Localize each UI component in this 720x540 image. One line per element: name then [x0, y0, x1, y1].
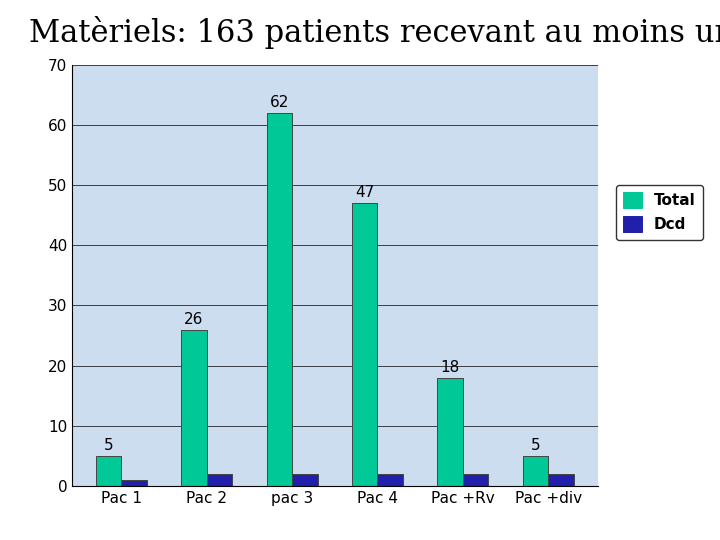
Text: 5: 5	[531, 438, 540, 453]
Text: 5: 5	[104, 438, 114, 453]
Bar	[548, 474, 574, 486]
Bar	[437, 377, 463, 486]
Bar	[523, 456, 548, 486]
Text: 18: 18	[441, 360, 459, 375]
Bar	[266, 113, 292, 486]
Bar	[377, 474, 403, 486]
Legend: Total, Dcd: Total, Dcd	[616, 185, 703, 240]
Bar	[122, 480, 147, 486]
Text: 62: 62	[270, 95, 289, 110]
Text: 26: 26	[184, 312, 204, 327]
Text: 47: 47	[355, 185, 374, 200]
Bar	[181, 329, 207, 486]
Bar	[96, 456, 122, 486]
Bar	[207, 474, 233, 486]
Bar	[463, 474, 488, 486]
Bar	[352, 203, 377, 486]
Bar	[292, 474, 318, 486]
Text: Matèriels: 163 patients recevant au moins un Pac: Matèriels: 163 patients recevant au moin…	[29, 16, 720, 49]
